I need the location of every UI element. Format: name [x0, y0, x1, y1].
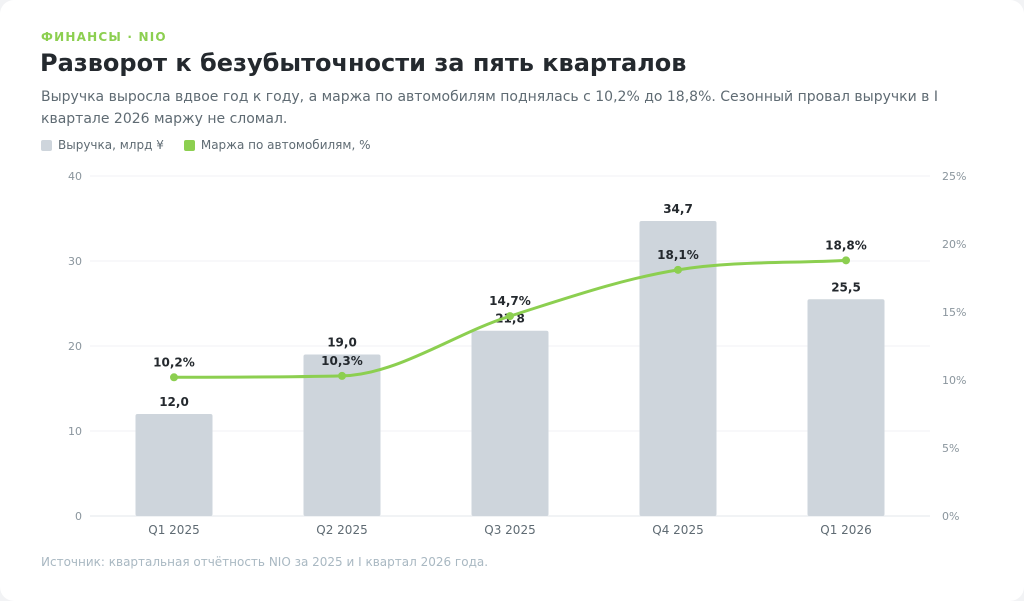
- revenue-bar: [471, 330, 549, 516]
- y-left-tick-label: 10: [68, 425, 82, 438]
- margin-point-label: 18,8%: [825, 238, 867, 252]
- legend-item-revenue: Выручка, млрд ¥: [41, 138, 164, 152]
- margin-point-label: 10,2%: [153, 355, 195, 369]
- revenue-bar: [303, 354, 381, 516]
- revenue-bar-label: 19,0: [327, 336, 357, 350]
- source-note: Источник: квартальная отчётность NIO за …: [41, 555, 489, 569]
- y-right-tick-label: 5%: [942, 442, 959, 455]
- margin-point-label: 10,3%: [321, 354, 363, 368]
- y-right-tick-label: 15%: [942, 306, 966, 319]
- y-left-tick-label: 30: [68, 255, 82, 268]
- revenue-bar-label: 34,7: [663, 202, 693, 216]
- y-right-tick-label: 0%: [942, 510, 959, 523]
- y-right-tick-label: 25%: [942, 170, 966, 183]
- x-tick-label: Q1 2026: [820, 523, 871, 537]
- revenue-bar: [807, 299, 885, 516]
- x-tick-label: Q3 2025: [484, 523, 535, 537]
- margin-point: [338, 371, 346, 380]
- x-tick-label: Q2 2025: [316, 523, 367, 537]
- margin-point-label: 14,7%: [489, 294, 531, 308]
- margin-point: [674, 265, 682, 274]
- subtitle: Выручка выросла вдвое год к году, а марж…: [41, 89, 938, 127]
- legend-label-margin: Маржа по автомобилям, %: [200, 138, 371, 152]
- margin-point-label: 18,1%: [657, 248, 699, 262]
- y-left-tick-label: 40: [68, 170, 82, 183]
- x-tick-label: Q1 2025: [148, 523, 199, 537]
- x-tick-label: Q4 2025: [652, 523, 703, 537]
- revenue-bar-label: 25,5: [831, 280, 861, 294]
- legend-swatch-revenue: [41, 139, 52, 151]
- legend-swatch-margin: [183, 139, 195, 151]
- y-right-tick-label: 20%: [942, 238, 966, 251]
- y-left-tick-label: 20: [68, 340, 82, 353]
- revenue-bar-label: 12,0: [159, 395, 189, 409]
- y-left-tick-label: 0: [75, 510, 82, 523]
- revenue-bar: [639, 221, 717, 517]
- page-title: Разворот к безубыточности за пять кварта…: [40, 49, 687, 77]
- legend: Выручка, млрд ¥ Маржа по автомобилям, %: [41, 138, 390, 152]
- y-right-tick-label: 10%: [942, 374, 966, 387]
- legend-item-margin: Маржа по автомобилям, %: [183, 138, 371, 152]
- margin-point: [506, 312, 514, 321]
- revenue-bar: [135, 414, 213, 516]
- legend-label-revenue: Выручка, млрд ¥: [58, 138, 164, 152]
- margin-point: [170, 373, 178, 382]
- kicker: ФИНАНСЫ · NIO: [41, 30, 167, 44]
- margin-point: [842, 256, 850, 265]
